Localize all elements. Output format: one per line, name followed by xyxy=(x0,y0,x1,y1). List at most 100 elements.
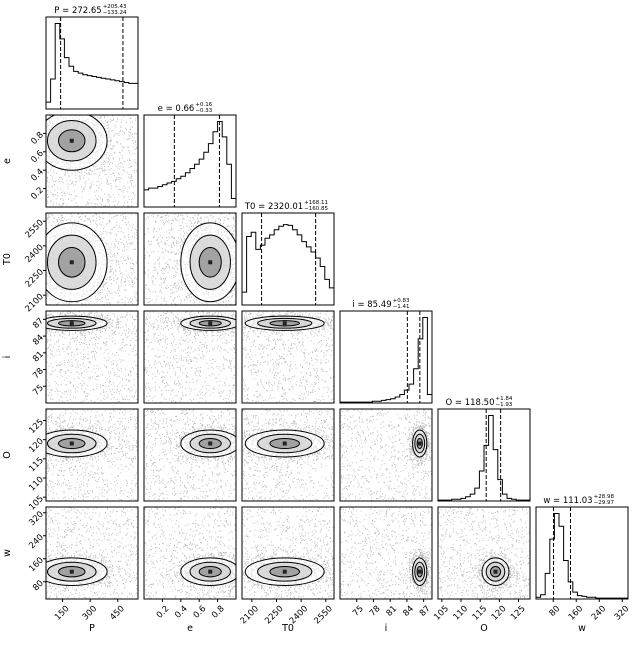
yaxis-label-O: O xyxy=(2,451,13,458)
hist-panel-T0 xyxy=(241,212,335,306)
hist-panel-P xyxy=(45,16,139,110)
frame-w xyxy=(535,506,629,600)
title-e: e = 0.66 +0.16−0.33 xyxy=(158,102,213,114)
frame-P-O xyxy=(45,408,139,502)
xtick-label-O-2: 115 xyxy=(471,604,490,623)
frame-e-w xyxy=(143,506,237,600)
scatter-panel-T0-i xyxy=(242,311,334,403)
histogram-T0 xyxy=(241,224,335,305)
title-minus-O: −1.93 xyxy=(495,402,512,408)
scatter-panel-P-T0 xyxy=(46,213,138,305)
ytick-label-e-1: 0.4 xyxy=(29,167,46,184)
frame-e-T0 xyxy=(143,212,237,306)
xtick-label-i-3: 84 xyxy=(401,604,416,619)
xtick-label-T0-3: 2550 xyxy=(312,604,334,626)
ytick-label-i-4: 87 xyxy=(31,316,46,331)
title-plus-w: +28.98 xyxy=(594,494,615,500)
title-minus-e: −0.33 xyxy=(195,108,212,114)
xtick-label-e-3: 0.8 xyxy=(210,604,227,621)
title-i: i = 85.49 +0.83−1.41 xyxy=(352,298,410,310)
ytick-label-i-0: 75 xyxy=(31,383,46,398)
frame-e-i xyxy=(143,310,237,404)
title-w: w = 111.03 +28.98−29.97 xyxy=(543,494,614,506)
xtick-label-O-4: 125 xyxy=(509,604,528,623)
ytick-label-T0-3: 2550 xyxy=(24,218,46,240)
ytick-label-i-2: 81 xyxy=(31,350,46,365)
title-T0: T0 = 2320.01 +168.11−160.85 xyxy=(244,200,329,212)
ytick-label-w-0: 80 xyxy=(31,579,46,594)
xaxis-label-P: P xyxy=(89,623,95,634)
frame-e-O xyxy=(143,408,237,502)
xtick-label-i-4: 87 xyxy=(418,604,433,619)
yaxis-label-e: e xyxy=(2,158,13,164)
xtick-label-O-3: 120 xyxy=(490,604,509,623)
frame-i-w xyxy=(339,506,433,600)
ytick-label-T0-1: 2250 xyxy=(24,267,46,289)
yaxis-label-w: w xyxy=(2,549,13,557)
scatter-panel-O-w xyxy=(438,507,530,599)
yaxis-label-T0: T0 xyxy=(2,253,13,266)
scatter-panel-e-i xyxy=(144,311,236,403)
xtick-label-P-1: 300 xyxy=(81,604,100,623)
title-text-P: P = 272.65 xyxy=(54,6,101,16)
title-minus-T0: −160.85 xyxy=(304,206,328,212)
xtick-label-w-2: 240 xyxy=(590,604,609,623)
ytick-label-i-1: 78 xyxy=(31,366,46,381)
title-plus-T0: +168.11 xyxy=(304,200,328,206)
frame-i xyxy=(339,310,433,404)
title-text-w: w = 111.03 xyxy=(543,496,592,506)
xtick-label-w-0: 80 xyxy=(548,604,563,619)
ytick-label-e-0: 0.2 xyxy=(29,185,46,202)
frame-O xyxy=(437,408,531,502)
xaxis-label-w: w xyxy=(578,623,586,634)
title-minus-P: −133.24 xyxy=(103,10,127,16)
title-text-e: e = 0.66 xyxy=(158,104,195,114)
yaxis-label-i: i xyxy=(2,356,13,359)
scatter-panel-i-O xyxy=(340,409,432,501)
scatter-panel-P-e xyxy=(46,115,138,207)
hist-panel-w xyxy=(535,506,629,600)
frame-P-w xyxy=(45,506,139,600)
title-minus-w: −29.97 xyxy=(594,500,615,506)
xtick-label-O-0: 105 xyxy=(432,604,451,623)
xaxis-label-O: O xyxy=(480,623,487,634)
frame-T0-O xyxy=(241,408,335,502)
histogram-i xyxy=(339,316,433,403)
scatter-panel-i-w xyxy=(340,507,432,599)
scatter-panel-e-T0 xyxy=(144,213,236,305)
scatter-panel-T0-O xyxy=(242,409,334,501)
ytick-label-e-3: 0.8 xyxy=(29,130,46,147)
xtick-label-i-0: 75 xyxy=(351,604,366,619)
ytick-label-e-2: 0.6 xyxy=(29,149,46,166)
scatter-panel-e-w xyxy=(144,507,236,599)
title-plus-i: +0.83 xyxy=(393,298,410,304)
xtick-label-T0-0: 2100 xyxy=(239,604,261,626)
xtick-label-e-2: 0.6 xyxy=(192,604,209,621)
titles-layer: P = 272.65 +205.43−133.24 e = 0.66 +0.16−0.… xyxy=(54,4,614,506)
frame-i-O xyxy=(339,408,433,502)
title-text-O: O = 118.50 xyxy=(446,398,495,408)
scatter-panel-e-O xyxy=(144,409,236,501)
xtick-label-O-1: 110 xyxy=(452,604,471,623)
title-plus-e: +0.16 xyxy=(195,102,212,108)
title-P: P = 272.65 +205.43−133.24 xyxy=(54,4,127,16)
xtick-label-w-3: 320 xyxy=(613,604,632,623)
hist-panel-O xyxy=(437,408,531,502)
histogram-O xyxy=(437,414,531,501)
frame-P-T0 xyxy=(45,212,139,306)
scatter-panel-T0-w xyxy=(242,507,334,599)
frame-T0-w xyxy=(241,506,335,600)
scatter-panel-P-w xyxy=(46,507,138,599)
hist-panel-i xyxy=(339,310,433,404)
scatter-panel-P-O xyxy=(46,409,138,501)
ytick-label-T0-2: 2400 xyxy=(24,243,46,265)
xtick-label-P-2: 450 xyxy=(108,604,127,623)
title-text-i: i = 85.49 xyxy=(352,300,391,310)
histogram-w xyxy=(535,512,629,599)
title-plus-P: +205.43 xyxy=(103,4,127,10)
frame-P-i xyxy=(45,310,139,404)
hist-panel-e xyxy=(143,114,237,208)
ytick-label-i-3: 84 xyxy=(31,333,46,348)
frame-P-e xyxy=(45,114,139,208)
frame-P xyxy=(45,16,139,110)
